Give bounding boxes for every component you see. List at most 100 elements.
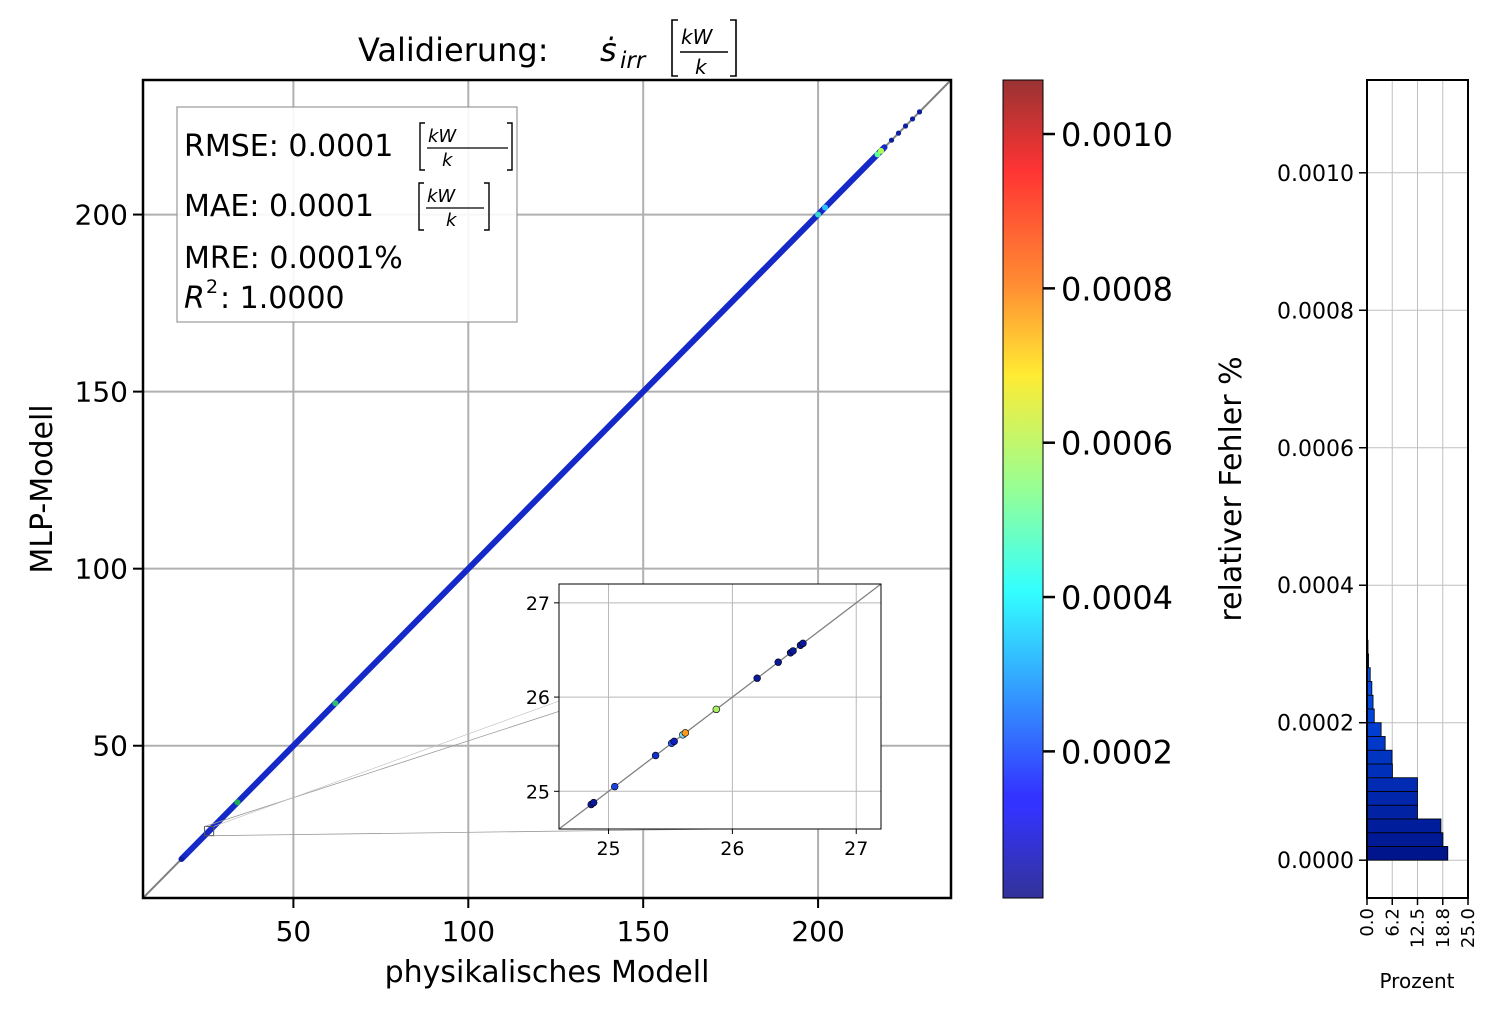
hist-x-tick-label: 18.8 <box>1433 908 1454 948</box>
histogram-bar <box>1366 749 1393 765</box>
histogram-bar <box>1366 791 1418 806</box>
inset-grid <box>559 584 881 829</box>
inset-y-tick-label: 27 <box>526 593 550 615</box>
stats-box: RMSE: 0.0001 kW k MAE: 0.0001 kW k MRE: … <box>176 106 518 323</box>
main-axis-ticks: 50 100 150 200 50 100 150 200 <box>75 199 845 948</box>
main-data-point <box>916 109 923 115</box>
inset-data-point <box>774 658 782 666</box>
hist-x-tick-label: 6.2 <box>1382 908 1403 937</box>
title-unit-num: kW <box>681 25 714 49</box>
zoom-connector-line <box>204 711 560 827</box>
inset-data-point <box>712 705 720 714</box>
histogram-bar <box>1366 722 1382 737</box>
mae-unit: kW k <box>418 182 490 231</box>
main-y-tick-label: 50 <box>92 730 128 763</box>
histogram-bar <box>1366 804 1418 820</box>
histogram-bar <box>1366 777 1418 792</box>
inset-x-tick-label: 25 <box>596 838 620 860</box>
zoom-connector-line <box>213 828 721 837</box>
histogram-bar <box>1366 832 1444 847</box>
colorbar-tick-label: 0.0008 <box>1061 270 1173 308</box>
main-scatter-plot: 50 100 150 200 50 100 150 200 physikalisches Mo… <box>25 78 953 990</box>
inset-zoom-plot: 25 26 27 25 26 27 <box>526 583 882 860</box>
chart-title-symbol: ṡ <box>600 31 617 69</box>
hist-x-tick-label: 0.0 <box>1357 908 1378 937</box>
svg-text:k: k <box>446 210 458 231</box>
main-data-point <box>185 849 192 855</box>
main-dense-points-band <box>178 144 888 863</box>
histogram-bars <box>1366 639 1449 861</box>
inset-x-tick-label: 26 <box>720 838 744 860</box>
chart-title: Validierung: ṡ irr kW k <box>358 19 737 79</box>
main-x-tick-label: 150 <box>616 915 669 948</box>
inset-data-point <box>589 798 598 807</box>
colorbar: 0.0002 0.0004 0.0006 0.0008 0.0010 relativer… <box>1002 79 1249 899</box>
histogram-bar <box>1366 846 1449 861</box>
svg-text:kW: kW <box>428 126 457 147</box>
svg-text:k: k <box>442 150 454 171</box>
main-highlight-point <box>878 147 885 154</box>
main-data-point <box>909 116 916 122</box>
hist-x-tick-label: 12.5 <box>1408 908 1429 948</box>
r2-symbol: R <box>184 281 205 316</box>
inset-frame <box>558 583 882 830</box>
main-data-marks <box>178 109 923 863</box>
hist-x-tick-label: 25.0 <box>1458 908 1479 948</box>
title-unit-den: k <box>695 55 708 79</box>
colorbar-ticks: 0.0002 0.0004 0.0006 0.0008 0.0010 <box>1043 116 1173 771</box>
main-data-point <box>902 123 909 129</box>
hist-y-tick-label: 0.0010 <box>1277 162 1354 187</box>
inset-y-tick-label: 26 <box>526 687 550 709</box>
histogram-bar <box>1366 708 1375 724</box>
colorbar-tick-label: 0.0006 <box>1061 425 1173 463</box>
error-histogram: 0.0 6.2 12.5 18.8 25.0 0.0000 0.0002 0.0004 0.00… <box>1277 79 1479 993</box>
colorbar-tick-label: 0.0004 <box>1061 579 1173 617</box>
inset-data-point <box>789 647 797 655</box>
main-y-tick-label: 150 <box>75 376 128 409</box>
histogram-x-label: Prozent <box>1379 969 1454 993</box>
colorbar-gradient <box>1002 79 1044 899</box>
chart-title-text: Validierung: <box>358 31 549 69</box>
svg-text:kW: kW <box>427 186 456 207</box>
inset-data-point <box>753 674 761 682</box>
y-axis-label: MLP-Modell <box>25 404 60 573</box>
colorbar-tick-label: 0.0002 <box>1061 733 1173 771</box>
main-data-point <box>895 130 902 136</box>
main-y-tick-label: 200 <box>75 199 128 232</box>
r2-label: : 1.0000 <box>220 281 345 316</box>
inset-data-point <box>670 737 678 746</box>
inset-y-tick-label: 25 <box>526 781 550 803</box>
main-y-tick-label: 100 <box>75 553 128 586</box>
main-plot-frame <box>141 78 953 900</box>
inset-data-point <box>611 782 619 791</box>
main-x-tick-label: 200 <box>791 915 844 948</box>
rmse-unit: kW k <box>419 122 513 171</box>
colorbar-label: relativer Fehler % <box>1214 356 1249 621</box>
main-highlight-point <box>332 700 339 707</box>
colorbar-tick-label: 0.0010 <box>1061 116 1173 154</box>
hist-y-tick-label: 0.0006 <box>1277 437 1354 462</box>
inset-data-marks <box>587 639 807 809</box>
histogram-bar <box>1366 763 1393 779</box>
mae-label: MAE: 0.0001 <box>184 189 374 224</box>
mre-label: MRE: 0.0001% <box>184 241 403 276</box>
inset-data-point <box>651 751 660 760</box>
main-x-tick-label: 100 <box>442 915 495 948</box>
main-highlight-point <box>815 211 822 218</box>
histogram-bar <box>1366 818 1442 834</box>
main-highlight-point <box>234 799 241 806</box>
hist-y-tick-label: 0.0002 <box>1277 712 1354 737</box>
inset-axis-ticks: 25 26 27 25 26 27 <box>526 593 869 860</box>
hist-y-tick-label: 0.0000 <box>1277 849 1354 874</box>
x-axis-label: physikalisches Modell <box>385 955 710 990</box>
histogram-ticks: 0.0 6.2 12.5 18.8 25.0 0.0000 0.0002 0.0004 0.00… <box>1277 162 1479 948</box>
main-x-tick-label: 50 <box>276 915 312 948</box>
main-highlight-point <box>822 204 829 211</box>
histogram-bar <box>1366 736 1386 751</box>
r2-superscript: 2 <box>206 276 218 298</box>
main-data-point <box>178 856 185 862</box>
hist-y-tick-label: 0.0004 <box>1277 574 1354 599</box>
hist-y-tick-label: 0.0008 <box>1277 299 1354 324</box>
rmse-label: RMSE: 0.0001 <box>184 129 393 164</box>
